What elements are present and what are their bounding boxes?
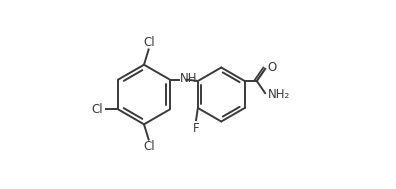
Text: Cl: Cl (91, 103, 103, 116)
Text: O: O (267, 61, 277, 74)
Text: Cl: Cl (144, 140, 155, 153)
Text: NH₂: NH₂ (267, 88, 289, 101)
Text: F: F (193, 122, 199, 135)
Text: NH: NH (179, 72, 197, 85)
Text: Cl: Cl (144, 36, 155, 49)
